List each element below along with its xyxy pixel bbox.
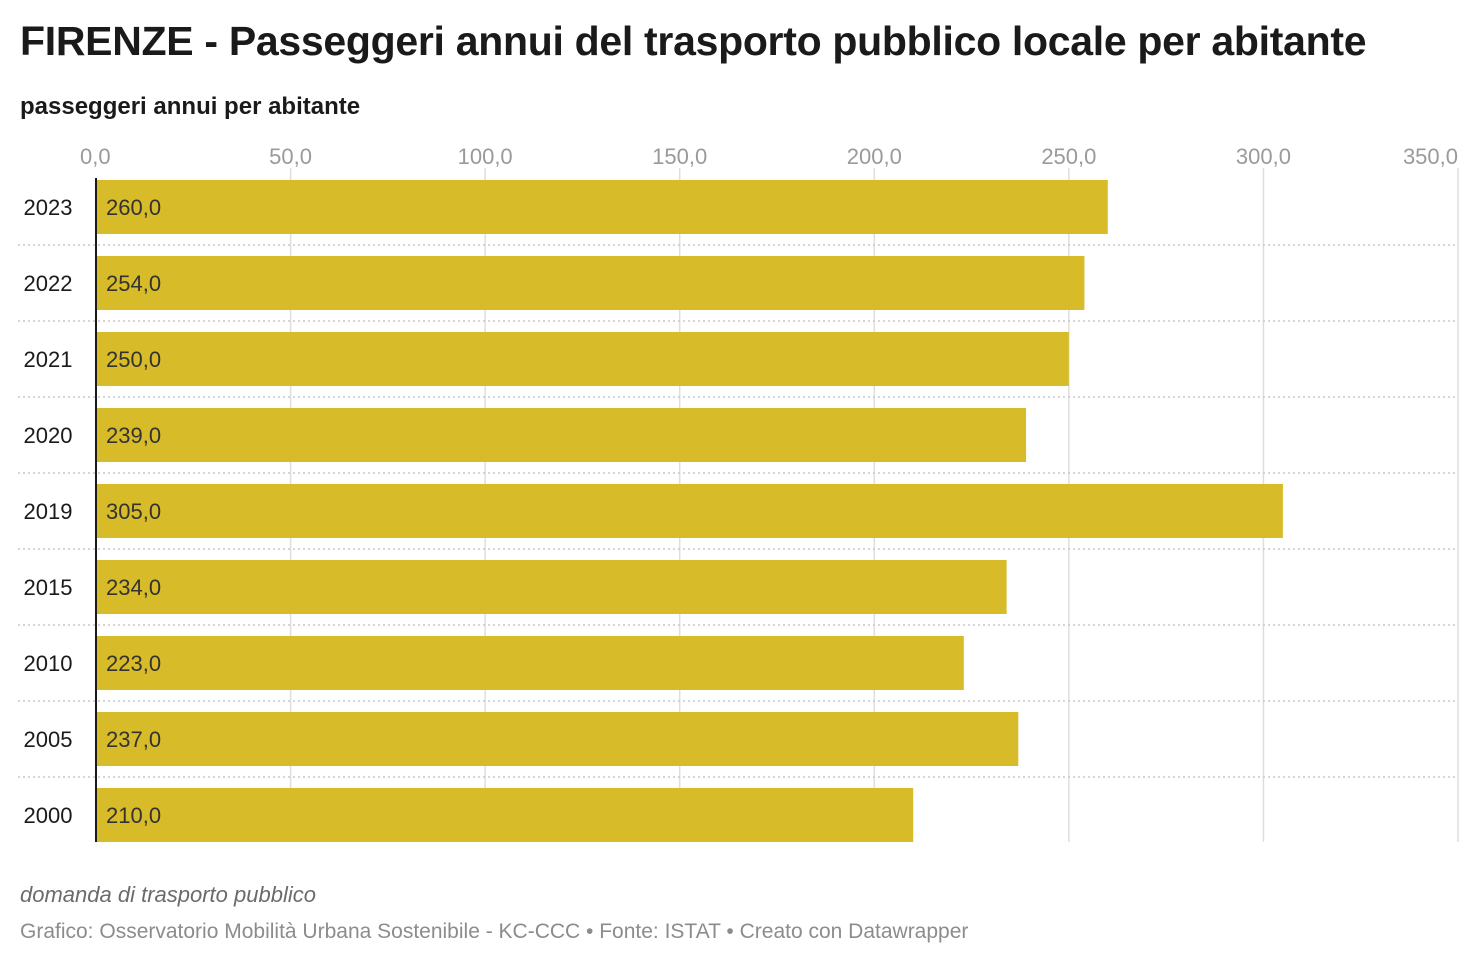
x-tick-label: 300,0 (1236, 144, 1291, 169)
bar (96, 788, 914, 842)
footer-credits: Grafico: Osservatorio Mobilità Urbana So… (20, 920, 969, 943)
category-label: 2015 (24, 575, 73, 600)
bar (96, 180, 1108, 234)
bar (96, 256, 1085, 310)
bar (96, 560, 1007, 614)
bar-value-label: 234,0 (106, 575, 161, 600)
bar-value-label: 250,0 (106, 347, 161, 372)
x-tick-label: 150,0 (652, 144, 707, 169)
category-label: 2022 (24, 271, 73, 296)
bar (96, 332, 1069, 386)
category-label: 2000 (24, 803, 73, 828)
row-separators (18, 244, 1458, 778)
category-labels: 2023 2022 2021 2020 2019 2015 2010 2005 2000 (24, 195, 73, 828)
category-label: 2005 (24, 727, 73, 752)
x-tick-label: 200,0 (847, 144, 902, 169)
x-tick-label: 50,0 (269, 144, 312, 169)
footer-note: domanda di trasporto pubblico (20, 882, 316, 907)
category-label: 2020 (24, 423, 73, 448)
chart-subtitle: passeggeri annui per abitante (20, 93, 361, 120)
bar-value-label: 223,0 (106, 651, 161, 676)
x-tick-label: 100,0 (458, 144, 513, 169)
x-tick-label: 350,0 (1403, 144, 1458, 169)
bar-value-label: 254,0 (106, 271, 161, 296)
bar-value-label: 305,0 (106, 499, 161, 524)
category-label: 2023 (24, 195, 73, 220)
category-label: 2019 (24, 499, 73, 524)
category-label: 2010 (24, 651, 73, 676)
bar (96, 712, 1019, 766)
bar-value-label: 260,0 (106, 195, 161, 220)
bar-chart: 0,0 50,0 100,0 150,0 200,0 250,0 300,0 350,0 26… (18, 144, 1459, 842)
chart-title: FIRENZE - Passeggeri annui del trasporto… (20, 18, 1367, 64)
bar-value-label: 237,0 (106, 727, 161, 752)
bar (96, 636, 964, 690)
bar (96, 484, 1283, 538)
x-axis-ticks: 0,0 50,0 100,0 150,0 200,0 250,0 300,0 350,0 (80, 144, 1458, 169)
x-tick-label: 250,0 (1041, 144, 1096, 169)
bar-value-label: 239,0 (106, 423, 161, 448)
bar (96, 408, 1027, 462)
bars: 260,0 254,0 250,0 239,0 305,0 234,0 223,0 237,0… (96, 180, 1283, 842)
bar-value-label: 210,0 (106, 803, 161, 828)
category-label: 2021 (24, 347, 73, 372)
x-tick-label: 0,0 (80, 144, 111, 169)
